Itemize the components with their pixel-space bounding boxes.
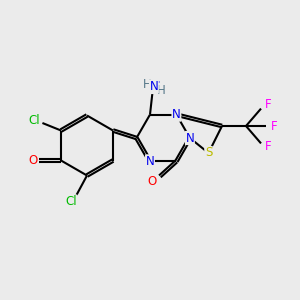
- Text: F: F: [265, 140, 272, 154]
- Text: N: N: [185, 131, 194, 145]
- Text: S: S: [205, 146, 212, 160]
- Text: N: N: [146, 155, 154, 168]
- Text: H: H: [156, 83, 165, 97]
- Text: NH: NH: [144, 80, 161, 94]
- Text: Cl: Cl: [28, 113, 40, 127]
- Text: O: O: [28, 154, 38, 167]
- Text: F: F: [265, 98, 272, 112]
- Text: F: F: [271, 119, 277, 133]
- Text: Cl: Cl: [65, 195, 77, 208]
- Text: O: O: [147, 175, 156, 188]
- Text: N: N: [149, 80, 158, 93]
- Text: H: H: [142, 77, 152, 91]
- Text: N: N: [172, 108, 181, 121]
